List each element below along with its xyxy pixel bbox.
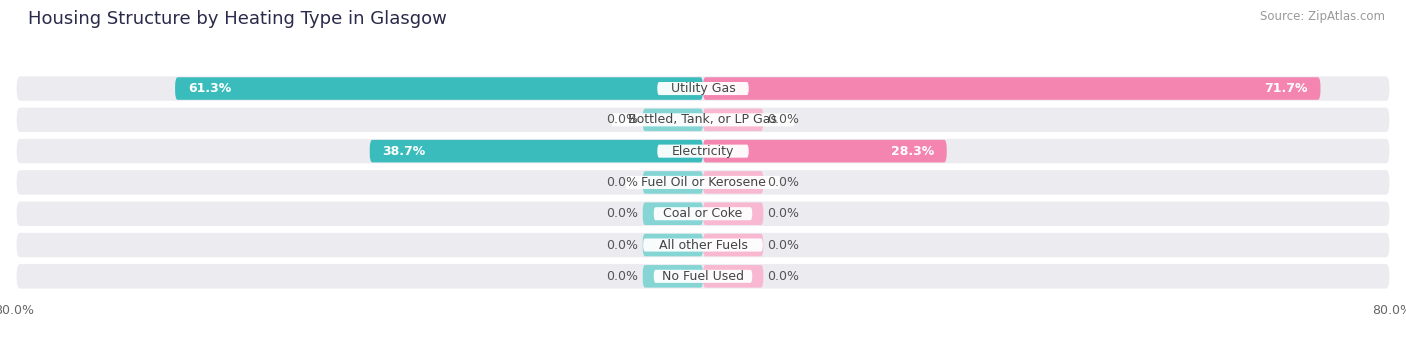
FancyBboxPatch shape (17, 170, 1389, 195)
FancyBboxPatch shape (643, 108, 703, 131)
FancyBboxPatch shape (657, 82, 749, 95)
Text: Source: ZipAtlas.com: Source: ZipAtlas.com (1260, 10, 1385, 23)
Text: Electricity: Electricity (672, 145, 734, 158)
FancyBboxPatch shape (643, 265, 703, 287)
Text: No Fuel Used: No Fuel Used (662, 270, 744, 283)
FancyBboxPatch shape (643, 171, 703, 194)
FancyBboxPatch shape (17, 264, 1389, 288)
FancyBboxPatch shape (643, 203, 703, 225)
Text: Bottled, Tank, or LP Gas: Bottled, Tank, or LP Gas (628, 113, 778, 126)
Text: 71.7%: 71.7% (1264, 82, 1308, 95)
Text: 0.0%: 0.0% (606, 113, 638, 126)
Text: 61.3%: 61.3% (188, 82, 231, 95)
Text: 0.0%: 0.0% (768, 113, 800, 126)
Text: 0.0%: 0.0% (606, 176, 638, 189)
Text: 28.3%: 28.3% (890, 145, 934, 158)
Text: Coal or Coke: Coal or Coke (664, 207, 742, 220)
FancyBboxPatch shape (657, 145, 749, 158)
Text: Housing Structure by Heating Type in Glasgow: Housing Structure by Heating Type in Gla… (28, 10, 447, 28)
Text: All other Fuels: All other Fuels (658, 239, 748, 252)
FancyBboxPatch shape (654, 270, 752, 283)
FancyBboxPatch shape (703, 203, 763, 225)
FancyBboxPatch shape (17, 76, 1389, 101)
FancyBboxPatch shape (17, 139, 1389, 163)
FancyBboxPatch shape (703, 171, 763, 194)
Text: 0.0%: 0.0% (606, 270, 638, 283)
FancyBboxPatch shape (643, 238, 763, 252)
FancyBboxPatch shape (703, 265, 763, 287)
Text: 0.0%: 0.0% (768, 176, 800, 189)
FancyBboxPatch shape (17, 202, 1389, 226)
FancyBboxPatch shape (612, 113, 794, 127)
Text: Fuel Oil or Kerosene: Fuel Oil or Kerosene (641, 176, 765, 189)
Text: 0.0%: 0.0% (768, 239, 800, 252)
FancyBboxPatch shape (17, 108, 1389, 132)
FancyBboxPatch shape (703, 77, 1320, 100)
FancyBboxPatch shape (370, 140, 703, 162)
FancyBboxPatch shape (626, 176, 780, 189)
Text: 0.0%: 0.0% (768, 207, 800, 220)
Text: Utility Gas: Utility Gas (671, 82, 735, 95)
FancyBboxPatch shape (703, 108, 763, 131)
Text: 0.0%: 0.0% (606, 239, 638, 252)
Text: 38.7%: 38.7% (382, 145, 426, 158)
Text: 0.0%: 0.0% (768, 270, 800, 283)
FancyBboxPatch shape (176, 77, 703, 100)
FancyBboxPatch shape (703, 140, 946, 162)
FancyBboxPatch shape (654, 207, 752, 220)
Text: 0.0%: 0.0% (606, 207, 638, 220)
FancyBboxPatch shape (17, 233, 1389, 257)
FancyBboxPatch shape (703, 234, 763, 256)
FancyBboxPatch shape (643, 234, 703, 256)
